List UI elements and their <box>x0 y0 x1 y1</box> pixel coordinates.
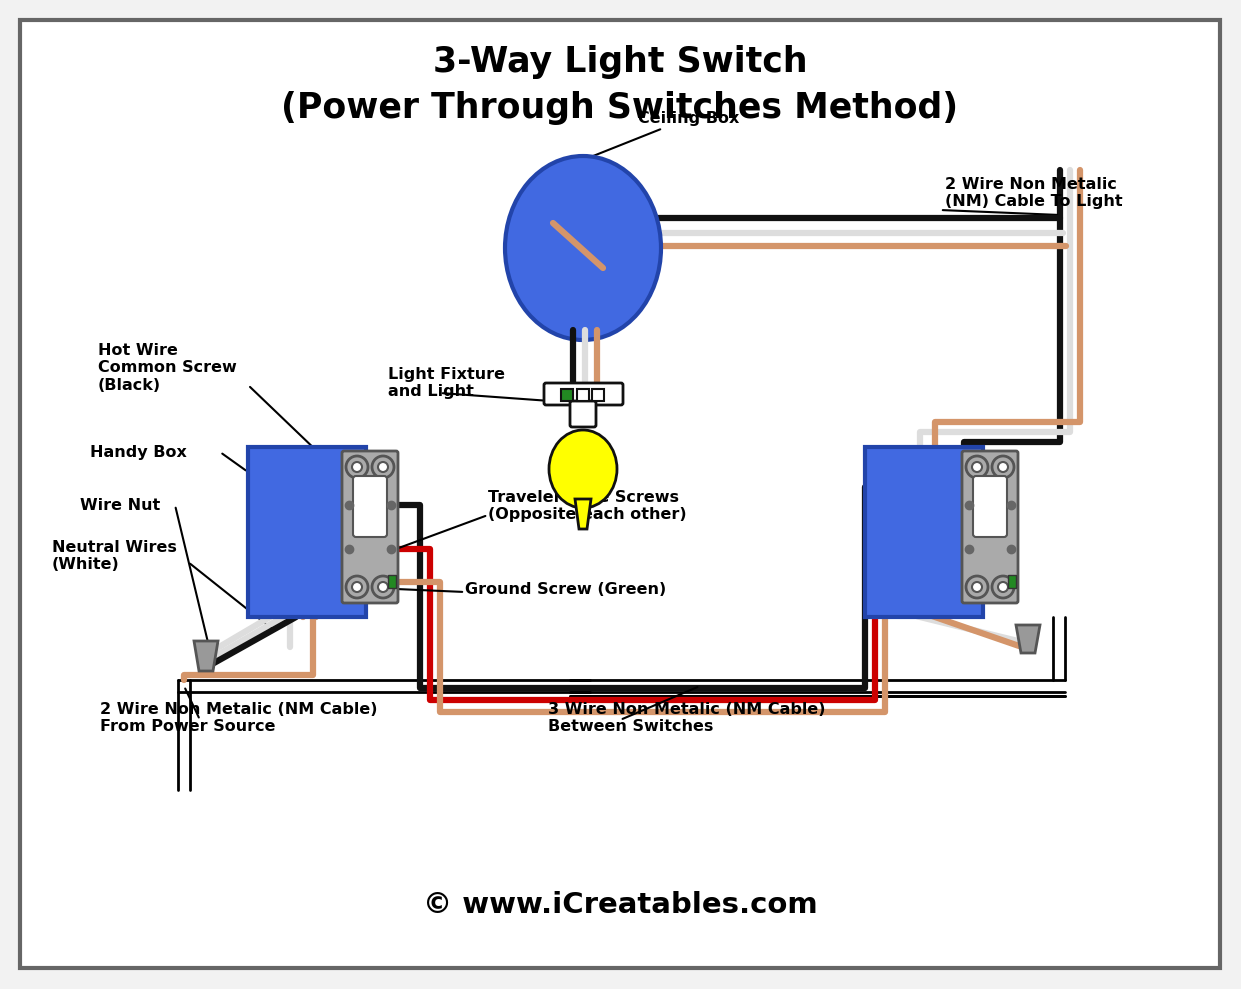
FancyBboxPatch shape <box>544 383 623 405</box>
Text: (Power Through Switches Method): (Power Through Switches Method) <box>282 91 958 125</box>
Text: 2 Wire Non Metalic
(NM) Cable To Light: 2 Wire Non Metalic (NM) Cable To Light <box>944 177 1123 210</box>
FancyBboxPatch shape <box>20 20 1220 968</box>
Circle shape <box>972 462 982 472</box>
FancyBboxPatch shape <box>962 451 1018 603</box>
Text: Neutral Wires
(White): Neutral Wires (White) <box>52 540 177 573</box>
Circle shape <box>998 462 1008 472</box>
Text: © www.iCreatables.com: © www.iCreatables.com <box>423 891 818 919</box>
Circle shape <box>372 456 393 478</box>
Circle shape <box>992 456 1014 478</box>
Text: Hot Wire
Common Screw
(Black): Hot Wire Common Screw (Black) <box>98 343 237 393</box>
Circle shape <box>992 576 1014 598</box>
Polygon shape <box>575 499 591 529</box>
Ellipse shape <box>549 430 617 508</box>
Text: Ground Screw (Green): Ground Screw (Green) <box>465 582 666 596</box>
Polygon shape <box>194 641 218 671</box>
FancyBboxPatch shape <box>352 476 387 537</box>
FancyBboxPatch shape <box>865 447 983 617</box>
Circle shape <box>352 462 362 472</box>
Circle shape <box>352 582 362 592</box>
Text: Wire Nut: Wire Nut <box>79 497 160 512</box>
Text: 3 Wire Non Metalic (NM Cable)
Between Switches: 3 Wire Non Metalic (NM Cable) Between Sw… <box>549 702 825 734</box>
Circle shape <box>379 462 388 472</box>
Circle shape <box>372 576 393 598</box>
Text: Light Fixture
and Light: Light Fixture and Light <box>388 367 505 400</box>
Text: Traveler Wire Screws
(Opposite each other): Traveler Wire Screws (Opposite each othe… <box>488 490 686 522</box>
Text: Ceiling Box: Ceiling Box <box>576 111 740 163</box>
Ellipse shape <box>505 156 661 340</box>
FancyBboxPatch shape <box>577 389 589 401</box>
Circle shape <box>972 582 982 592</box>
Text: 2 Wire Non Metalic (NM Cable)
From Power Source: 2 Wire Non Metalic (NM Cable) From Power… <box>101 702 377 734</box>
FancyBboxPatch shape <box>248 447 366 617</box>
FancyBboxPatch shape <box>973 476 1006 537</box>
Circle shape <box>346 576 369 598</box>
Circle shape <box>965 456 988 478</box>
Polygon shape <box>1016 625 1040 653</box>
FancyBboxPatch shape <box>1008 575 1016 588</box>
FancyBboxPatch shape <box>570 401 596 427</box>
Circle shape <box>346 456 369 478</box>
Circle shape <box>998 582 1008 592</box>
FancyBboxPatch shape <box>592 389 604 401</box>
Text: Handy Box: Handy Box <box>91 444 187 460</box>
Text: 3-Way Light Switch: 3-Way Light Switch <box>433 45 808 79</box>
FancyBboxPatch shape <box>388 575 396 588</box>
Circle shape <box>379 582 388 592</box>
Circle shape <box>965 576 988 598</box>
FancyBboxPatch shape <box>561 389 573 401</box>
FancyBboxPatch shape <box>343 451 398 603</box>
